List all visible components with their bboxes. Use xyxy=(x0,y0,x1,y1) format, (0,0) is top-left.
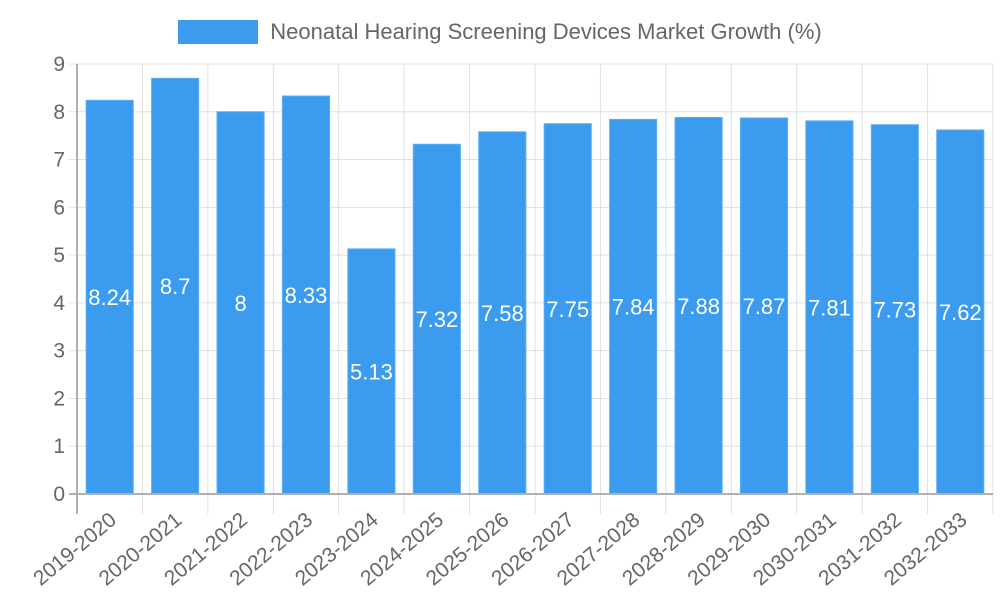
bar[interactable] xyxy=(347,248,396,495)
bar[interactable] xyxy=(609,118,658,495)
bar-value-label: 5.13 xyxy=(350,359,393,384)
bar-value-label: 7.73 xyxy=(873,297,916,322)
bar-value-label: 7.81 xyxy=(808,295,851,320)
y-tick-label: 7 xyxy=(53,149,65,172)
legend-swatch xyxy=(178,20,259,44)
bar-value-label: 7.32 xyxy=(415,307,458,332)
grid-lines xyxy=(69,63,994,514)
y-tick-label: 5 xyxy=(53,244,65,267)
bar[interactable] xyxy=(216,111,265,495)
bar-value-label: 7.84 xyxy=(612,295,655,320)
legend-label: Neonatal Hearing Screening Devices Marke… xyxy=(270,19,822,44)
bar-value-label: 7.87 xyxy=(743,294,786,319)
bar[interactable] xyxy=(805,120,854,495)
y-tick-label: 0 xyxy=(53,483,65,506)
bar[interactable] xyxy=(739,117,789,495)
data-labels: 8.24 8.7 8 8.33 5.13 7.32 7.58 7.75 7.84 7.88 7.87… xyxy=(88,274,981,384)
y-tick-label: 9 xyxy=(53,53,65,76)
bar-value-label: 7.62 xyxy=(939,300,982,325)
bar-value-label: 8.33 xyxy=(285,283,328,308)
bar[interactable] xyxy=(936,129,985,495)
y-tick-label: 4 xyxy=(53,292,65,315)
axes xyxy=(69,64,993,514)
x-axis-ticks: 2019-20202020-20212021-20222022-20232023… xyxy=(29,508,971,590)
bar[interactable] xyxy=(478,131,527,495)
bar-value-label: 8.7 xyxy=(160,274,191,299)
bar-value-label: 7.58 xyxy=(481,301,524,326)
y-tick-label: 1 xyxy=(53,435,65,458)
y-tick-label: 6 xyxy=(53,196,65,219)
bars xyxy=(85,77,985,495)
bar[interactable] xyxy=(281,95,331,495)
bar[interactable] xyxy=(674,117,723,495)
bar-value-label: 8 xyxy=(234,291,246,316)
bar[interactable] xyxy=(412,143,461,495)
chart-legend[interactable]: Neonatal Hearing Screening Devices Marke… xyxy=(0,18,1000,46)
y-tick-label: 2 xyxy=(53,387,65,410)
bar[interactable] xyxy=(870,124,919,495)
y-tick-label: 3 xyxy=(53,340,65,363)
bar-value-label: 7.88 xyxy=(677,294,720,319)
bar-value-label: 8.24 xyxy=(88,285,131,310)
bar[interactable] xyxy=(543,123,592,495)
bar-value-label: 7.75 xyxy=(546,297,589,322)
y-axis-ticks: 0 1 2 3 4 5 6 7 8 9 xyxy=(53,53,65,506)
y-tick-label: 8 xyxy=(53,101,65,124)
